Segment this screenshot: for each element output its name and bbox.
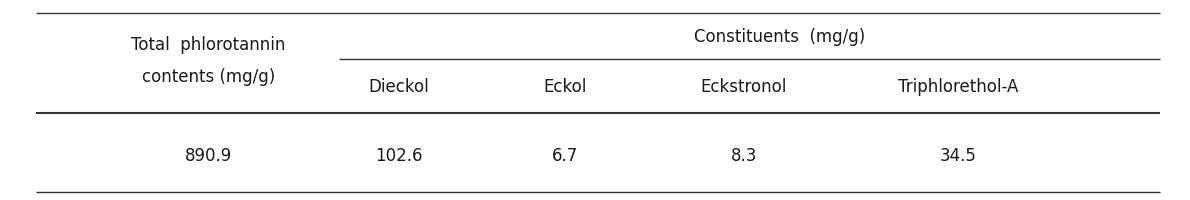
Text: 8.3: 8.3: [731, 146, 757, 164]
Text: 34.5: 34.5: [940, 146, 976, 164]
Text: Eckol: Eckol: [544, 78, 587, 96]
Text: Constituents  (mg/g): Constituents (mg/g): [694, 28, 865, 46]
Text: Triphlorethol-A: Triphlorethol-A: [897, 78, 1019, 96]
Text: 890.9: 890.9: [184, 146, 232, 164]
Text: Dieckol: Dieckol: [368, 78, 430, 96]
Text: 6.7: 6.7: [552, 146, 578, 164]
Text: Total  phlorotannin: Total phlorotannin: [131, 36, 286, 54]
Text: Eckstronol: Eckstronol: [701, 78, 787, 96]
Text: contents (mg/g): contents (mg/g): [142, 68, 275, 86]
Text: 102.6: 102.6: [375, 146, 422, 164]
